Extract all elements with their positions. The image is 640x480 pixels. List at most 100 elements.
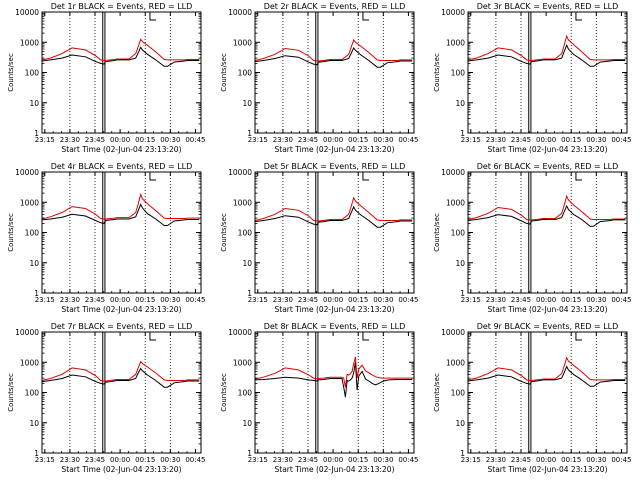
x-tick-label: 00:45 — [185, 456, 205, 464]
y-tick-label: 1 — [34, 129, 39, 138]
plot-frame — [467, 11, 628, 134]
series-lld-line — [254, 196, 413, 222]
y-tick-label: 10000 — [228, 168, 252, 177]
y-tick-label: 1000 — [20, 198, 39, 207]
chart-svg: Det 8r BLACK = Events, RED = LLD 1 10 100 10… — [220, 322, 419, 474]
y-axis-label: Counts/sec — [7, 53, 15, 92]
x-tick-label: 00:30 — [373, 456, 393, 464]
chart-panel: Det 1r BLACK = Events, RED = LLD 1 10 100 10… — [0, 0, 213, 160]
x-tick-label: 00:15 — [348, 456, 368, 464]
bracket-marker — [362, 12, 369, 21]
chart-svg: Det 2r BLACK = Events, RED = LLD 1 10 100 10… — [220, 2, 419, 154]
series-events-line — [254, 205, 413, 228]
y-axis-label: Counts/sec — [220, 213, 228, 252]
x-tick-label: 00:45 — [185, 296, 205, 304]
x-tick-label: 00:45 — [611, 136, 631, 144]
y-tick-label: 1 — [460, 449, 465, 458]
y-tick-label: 1000 — [446, 198, 465, 207]
y-tick-label: 1000 — [446, 358, 465, 367]
y-tick-label: 100 — [238, 69, 253, 78]
y-tick-label: 1 — [34, 289, 39, 298]
chart-panel: Det 3r BLACK = Events, RED = LLD 1 10 100 10… — [426, 0, 639, 160]
x-tick-label: 23:30 — [486, 136, 506, 144]
chart-title: Det 2r BLACK = Events, RED = LLD — [264, 2, 406, 11]
y-tick-label: 10 — [29, 99, 39, 108]
chart-title: Det 6r BLACK = Events, RED = LLD — [477, 162, 619, 171]
plot-frame — [41, 171, 202, 294]
x-axis-label: Start Time (02-Jun-04 23:13:20) — [488, 465, 608, 474]
series-lld-line — [41, 192, 200, 220]
plot-frame — [254, 11, 415, 134]
x-tick-label: 00:00 — [323, 296, 343, 304]
chart-svg: Det 9r BLACK = Events, RED = LLD 1 10 100 10… — [433, 322, 632, 474]
x-tick-label: 00:45 — [611, 296, 631, 304]
x-tick-label: 00:15 — [561, 136, 581, 144]
x-tick-label: 00:15 — [135, 296, 155, 304]
x-tick-label: 23:45 — [298, 296, 318, 304]
bracket-marker — [149, 12, 156, 21]
bracket-marker — [149, 172, 156, 181]
x-tick-label: 00:30 — [586, 136, 606, 144]
chart-panel: Det 8r BLACK = Events, RED = LLD 1 10 100 10… — [213, 320, 426, 480]
y-tick-label: 100 — [25, 389, 40, 398]
y-axis-label: Counts/sec — [220, 53, 228, 92]
y-axis-label: Counts/sec — [7, 373, 15, 412]
chart-title: Det 8r BLACK = Events, RED = LLD — [264, 322, 406, 331]
x-tick-label: 00:30 — [373, 296, 393, 304]
x-tick-label: 00:45 — [185, 136, 205, 144]
y-tick-label: 100 — [451, 389, 466, 398]
y-tick-label: 10000 — [441, 168, 465, 177]
x-tick-label: 23:45 — [511, 296, 531, 304]
chart-panel: Det 4r BLACK = Events, RED = LLD 1 10 100 10… — [0, 160, 213, 320]
x-tick-label: 00:30 — [160, 136, 180, 144]
x-tick-label: 23:45 — [511, 136, 531, 144]
chart-panel: Det 2r BLACK = Events, RED = LLD 1 10 100 10… — [213, 0, 426, 160]
y-axis-label: Counts/sec — [433, 53, 441, 92]
y-tick-label: 100 — [238, 389, 253, 398]
chart-title: Det 1r BLACK = Events, RED = LLD — [51, 2, 193, 11]
y-tick-label: 10 — [242, 259, 252, 268]
series-events-line — [254, 362, 413, 398]
bracket-marker — [149, 332, 156, 341]
chart-panel: Det 9r BLACK = Events, RED = LLD 1 10 100 10… — [426, 320, 639, 480]
series-events-line — [41, 203, 200, 226]
x-tick-label: 00:15 — [135, 136, 155, 144]
bracket-marker — [362, 172, 369, 181]
y-tick-label: 10 — [455, 419, 465, 428]
x-tick-label: 00:45 — [398, 136, 418, 144]
series-events-line — [467, 204, 626, 227]
y-tick-label: 10000 — [15, 328, 39, 337]
y-tick-label: 1 — [247, 449, 252, 458]
series-lld-line — [467, 194, 626, 221]
x-tick-label: 00:00 — [536, 456, 556, 464]
x-tick-label: 23:30 — [273, 136, 293, 144]
x-axis-label: Start Time (02-Jun-04 23:13:20) — [275, 305, 395, 314]
x-tick-label: 00:30 — [373, 136, 393, 144]
x-tick-label: 00:15 — [348, 136, 368, 144]
x-tick-label: 23:15 — [461, 296, 481, 304]
x-tick-label: 23:30 — [60, 296, 80, 304]
x-axis-label: Start Time (02-Jun-04 23:13:20) — [275, 145, 395, 154]
x-tick-label: 23:30 — [273, 456, 293, 464]
chart-panel: Det 7r BLACK = Events, RED = LLD 1 10 100 10… — [0, 320, 213, 480]
x-tick-label: 23:45 — [85, 136, 105, 144]
chart-svg: Det 3r BLACK = Events, RED = LLD 1 10 100 10… — [433, 2, 632, 154]
y-tick-label: 10 — [29, 259, 39, 268]
x-tick-label: 00:30 — [160, 296, 180, 304]
x-tick-label: 23:45 — [85, 456, 105, 464]
bracket-marker — [575, 12, 582, 21]
series-lld-line — [254, 356, 413, 388]
y-tick-label: 1 — [247, 129, 252, 138]
y-tick-label: 1 — [247, 289, 252, 298]
series-events-line — [41, 46, 200, 67]
y-tick-label: 10000 — [228, 328, 252, 337]
y-tick-label: 100 — [238, 229, 253, 238]
x-tick-label: 23:15 — [248, 296, 268, 304]
plot-frame — [41, 331, 202, 454]
x-tick-label: 23:30 — [486, 296, 506, 304]
series-events-line — [254, 46, 413, 68]
x-axis-label: Start Time (02-Jun-04 23:13:20) — [488, 305, 608, 314]
x-tick-label: 00:30 — [586, 296, 606, 304]
x-tick-label: 23:30 — [60, 456, 80, 464]
series-lld-line — [467, 356, 626, 381]
